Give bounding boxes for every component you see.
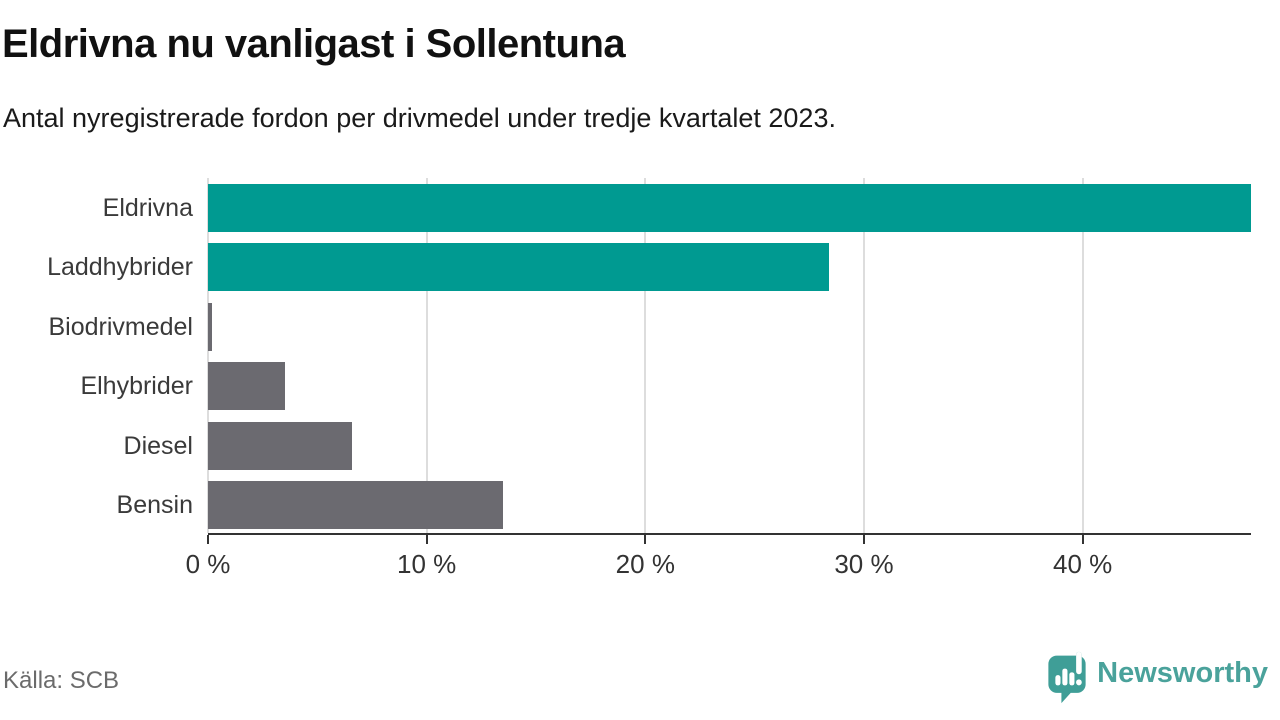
grid-line xyxy=(644,178,647,533)
x-axis-tick xyxy=(207,535,209,544)
grid-line xyxy=(862,178,865,533)
bar-bensin xyxy=(208,481,504,530)
logo-bar-tall xyxy=(1062,668,1068,686)
plot-area xyxy=(207,178,1251,535)
grid-line xyxy=(207,178,209,533)
bar-elhybrider xyxy=(208,362,285,411)
x-axis-tick xyxy=(644,535,647,544)
logo-exclamation-stem xyxy=(1076,651,1082,675)
x-axis-tick xyxy=(425,535,428,544)
category-label: Biodrivmedel xyxy=(48,312,193,341)
category-label: Laddhybrider xyxy=(47,253,193,282)
page-subtitle: Antal nyregistrerade fordon per drivmede… xyxy=(3,103,836,133)
bar-eldrivna xyxy=(208,183,1251,232)
newsworthy-logo-icon xyxy=(1048,651,1086,704)
logo-bar-short xyxy=(1055,675,1061,686)
category-label-column: Eldrivna Laddhybrider Biodrivmedel Elhybrid… xyxy=(0,178,193,535)
x-axis-tick xyxy=(1081,535,1084,544)
bar-laddhybrider xyxy=(208,243,829,292)
x-axis-tick-label: 0 % xyxy=(185,549,231,579)
x-axis-tick-label: 20 % xyxy=(615,549,675,579)
newsworthy-logo-text: Newsworthy xyxy=(1097,657,1268,689)
source-text: Källa: SCB xyxy=(3,667,120,694)
bar-biodrivmedel xyxy=(208,302,213,351)
grid-line xyxy=(425,178,428,533)
category-label: Elhybrider xyxy=(80,372,193,401)
bar-diesel xyxy=(208,421,353,470)
x-axis-tick-label: 30 % xyxy=(834,549,894,579)
logo-exclamation-dot xyxy=(1076,679,1082,686)
x-axis-tick-label: 10 % xyxy=(397,549,457,579)
logo-bar-medium xyxy=(1069,672,1075,686)
page-title: Eldrivna nu vanligast i Sollentuna xyxy=(2,22,626,66)
grid-line xyxy=(1081,178,1084,533)
category-label: Bensin xyxy=(116,491,193,520)
newsworthy-logo: Newsworthy xyxy=(1046,650,1268,704)
category-label: Eldrivna xyxy=(102,193,193,222)
x-axis-tick xyxy=(862,535,865,544)
category-label: Diesel xyxy=(123,431,193,460)
x-axis-tick-label: 40 % xyxy=(1052,549,1113,579)
